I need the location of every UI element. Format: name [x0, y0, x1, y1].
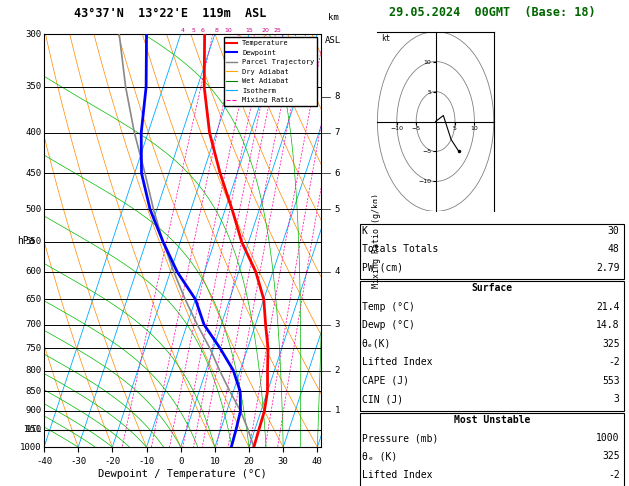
Text: 1000: 1000 — [596, 433, 620, 443]
Text: Lifted Index: Lifted Index — [362, 357, 432, 367]
Text: 1LCL: 1LCL — [23, 425, 42, 434]
Text: Mixing Ratio (g/kg): Mixing Ratio (g/kg) — [372, 193, 381, 288]
Text: 2.79: 2.79 — [596, 263, 620, 273]
Text: km: km — [328, 13, 339, 21]
Text: CIN (J): CIN (J) — [362, 394, 403, 404]
Text: Temp (°C): Temp (°C) — [362, 302, 415, 312]
Text: 600: 600 — [25, 267, 42, 277]
Text: 1000: 1000 — [19, 443, 42, 451]
Text: 25: 25 — [274, 28, 282, 33]
Text: 7: 7 — [335, 128, 340, 137]
Text: 20: 20 — [261, 28, 269, 33]
Text: 2: 2 — [335, 366, 340, 375]
Text: kt: kt — [381, 34, 391, 43]
Text: 6: 6 — [335, 169, 340, 178]
Text: ASL: ASL — [325, 36, 342, 45]
Bar — [360, 281, 624, 411]
Legend: Temperature, Dewpoint, Parcel Trajectory, Dry Adiabat, Wet Adiabat, Isotherm, Mi: Temperature, Dewpoint, Parcel Trajectory… — [223, 37, 317, 106]
Text: 43°37'N  13°22'E  119m  ASL: 43°37'N 13°22'E 119m ASL — [74, 7, 266, 20]
Text: 3: 3 — [335, 320, 340, 329]
Text: 350: 350 — [25, 83, 42, 91]
Text: 14.8: 14.8 — [596, 320, 620, 330]
Text: 6: 6 — [201, 28, 204, 33]
Text: 4: 4 — [181, 28, 185, 33]
Text: 550: 550 — [25, 238, 42, 246]
Text: -2: -2 — [608, 470, 620, 480]
Text: 553: 553 — [602, 376, 620, 386]
Text: 300: 300 — [25, 30, 42, 38]
Text: 900: 900 — [25, 406, 42, 416]
Text: 950: 950 — [25, 425, 42, 434]
Text: 29.05.2024  00GMT  (Base: 18): 29.05.2024 00GMT (Base: 18) — [389, 6, 595, 19]
Text: 700: 700 — [25, 320, 42, 329]
X-axis label: Dewpoint / Temperature (°C): Dewpoint / Temperature (°C) — [98, 469, 267, 479]
Text: 325: 325 — [602, 451, 620, 462]
Text: 650: 650 — [25, 295, 42, 304]
Text: -2: -2 — [608, 357, 620, 367]
Text: 325: 325 — [602, 339, 620, 349]
Text: 3: 3 — [614, 394, 620, 404]
Text: Lifted Index: Lifted Index — [362, 470, 432, 480]
Text: hPa: hPa — [17, 236, 35, 245]
Text: Dewp (°C): Dewp (°C) — [362, 320, 415, 330]
Text: 5: 5 — [191, 28, 196, 33]
Bar — [360, 413, 624, 486]
Text: 48: 48 — [608, 244, 620, 255]
Text: 500: 500 — [25, 205, 42, 214]
Text: 21.4: 21.4 — [596, 302, 620, 312]
Text: Totals Totals: Totals Totals — [362, 244, 438, 255]
Text: Most Unstable: Most Unstable — [454, 415, 530, 425]
Text: Pressure (mb): Pressure (mb) — [362, 433, 438, 443]
Text: 850: 850 — [25, 387, 42, 396]
Text: Surface: Surface — [471, 283, 513, 294]
Text: 400: 400 — [25, 128, 42, 137]
Text: K: K — [362, 226, 367, 236]
Text: 30: 30 — [608, 226, 620, 236]
Text: 15: 15 — [245, 28, 253, 33]
Text: 800: 800 — [25, 366, 42, 375]
Text: 750: 750 — [25, 344, 42, 353]
Text: CAPE (J): CAPE (J) — [362, 376, 409, 386]
Text: PW (cm): PW (cm) — [362, 263, 403, 273]
Text: 1: 1 — [335, 406, 340, 416]
Text: 8: 8 — [214, 28, 218, 33]
Text: θₑ (K): θₑ (K) — [362, 451, 397, 462]
Text: 450: 450 — [25, 169, 42, 178]
Text: 10: 10 — [224, 28, 232, 33]
Text: 5: 5 — [335, 205, 340, 214]
Text: 4: 4 — [335, 267, 340, 277]
Text: 8: 8 — [335, 92, 340, 101]
Text: θₑ(K): θₑ(K) — [362, 339, 391, 349]
Bar — [360, 224, 624, 279]
